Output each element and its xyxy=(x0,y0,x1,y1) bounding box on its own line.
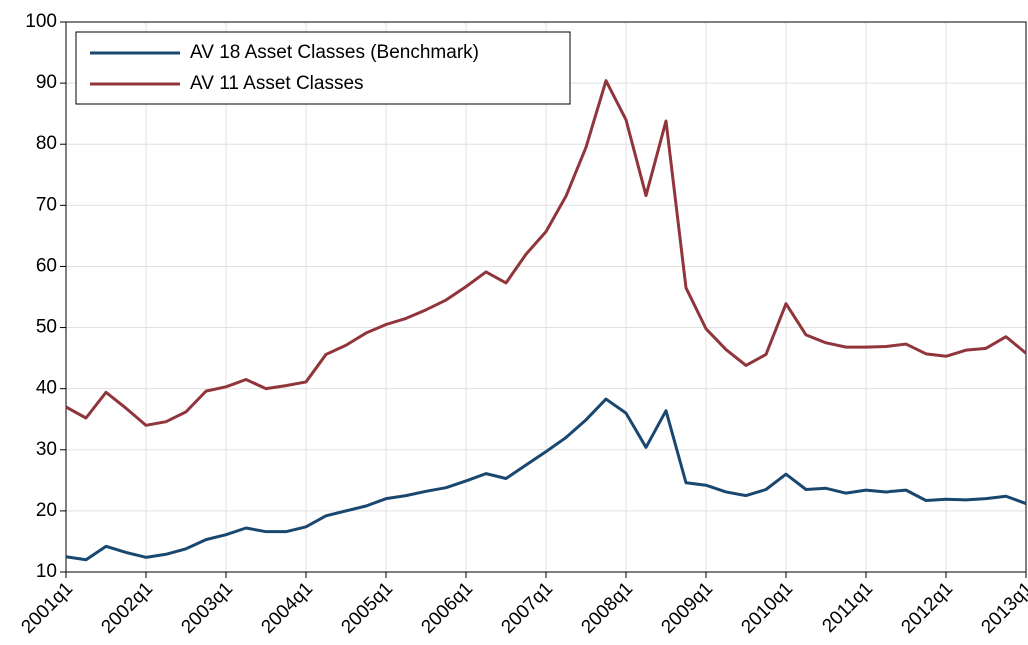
y-tick-label: 90 xyxy=(36,72,57,93)
y-tick-label: 50 xyxy=(36,317,57,338)
x-tick-label: 2009q1 xyxy=(657,578,717,638)
legend-box xyxy=(75,31,571,105)
x-tick-label: 2005q1 xyxy=(337,578,397,638)
plot-frame xyxy=(65,21,1027,573)
x-tick-label: 2006q1 xyxy=(417,578,477,638)
legend-label: AV 18 Asset Classes (Benchmark) xyxy=(190,42,479,63)
x-tick-label: 2008q1 xyxy=(577,578,637,638)
x-tick-label: 2010q1 xyxy=(737,578,797,638)
y-tick-label: 30 xyxy=(36,439,57,460)
y-tick-label: 80 xyxy=(36,133,57,154)
x-tick-label: 2001q1 xyxy=(17,578,77,638)
x-tick-label: 2007q1 xyxy=(497,578,557,638)
y-tick-label: 20 xyxy=(36,500,57,521)
y-tick-label: 60 xyxy=(36,255,57,276)
y-tick-label: 70 xyxy=(36,194,57,215)
x-tick-label: 2003q1 xyxy=(177,578,237,638)
x-tick-label: 2002q1 xyxy=(97,578,157,638)
x-tick-label: 2013q1 xyxy=(977,578,1028,638)
y-tick-label: 10 xyxy=(36,561,57,582)
x-tick-label: 2012q1 xyxy=(897,578,957,638)
data-line xyxy=(65,397,1027,562)
y-tick-label: 40 xyxy=(36,378,57,399)
x-tick-label: 2004q1 xyxy=(257,578,317,638)
y-tick-label: 100 xyxy=(25,11,57,32)
legend-label: AV 11 Asset Classes xyxy=(190,73,364,94)
data-line xyxy=(65,79,1027,427)
x-tick-label: 2011q1 xyxy=(818,578,877,637)
